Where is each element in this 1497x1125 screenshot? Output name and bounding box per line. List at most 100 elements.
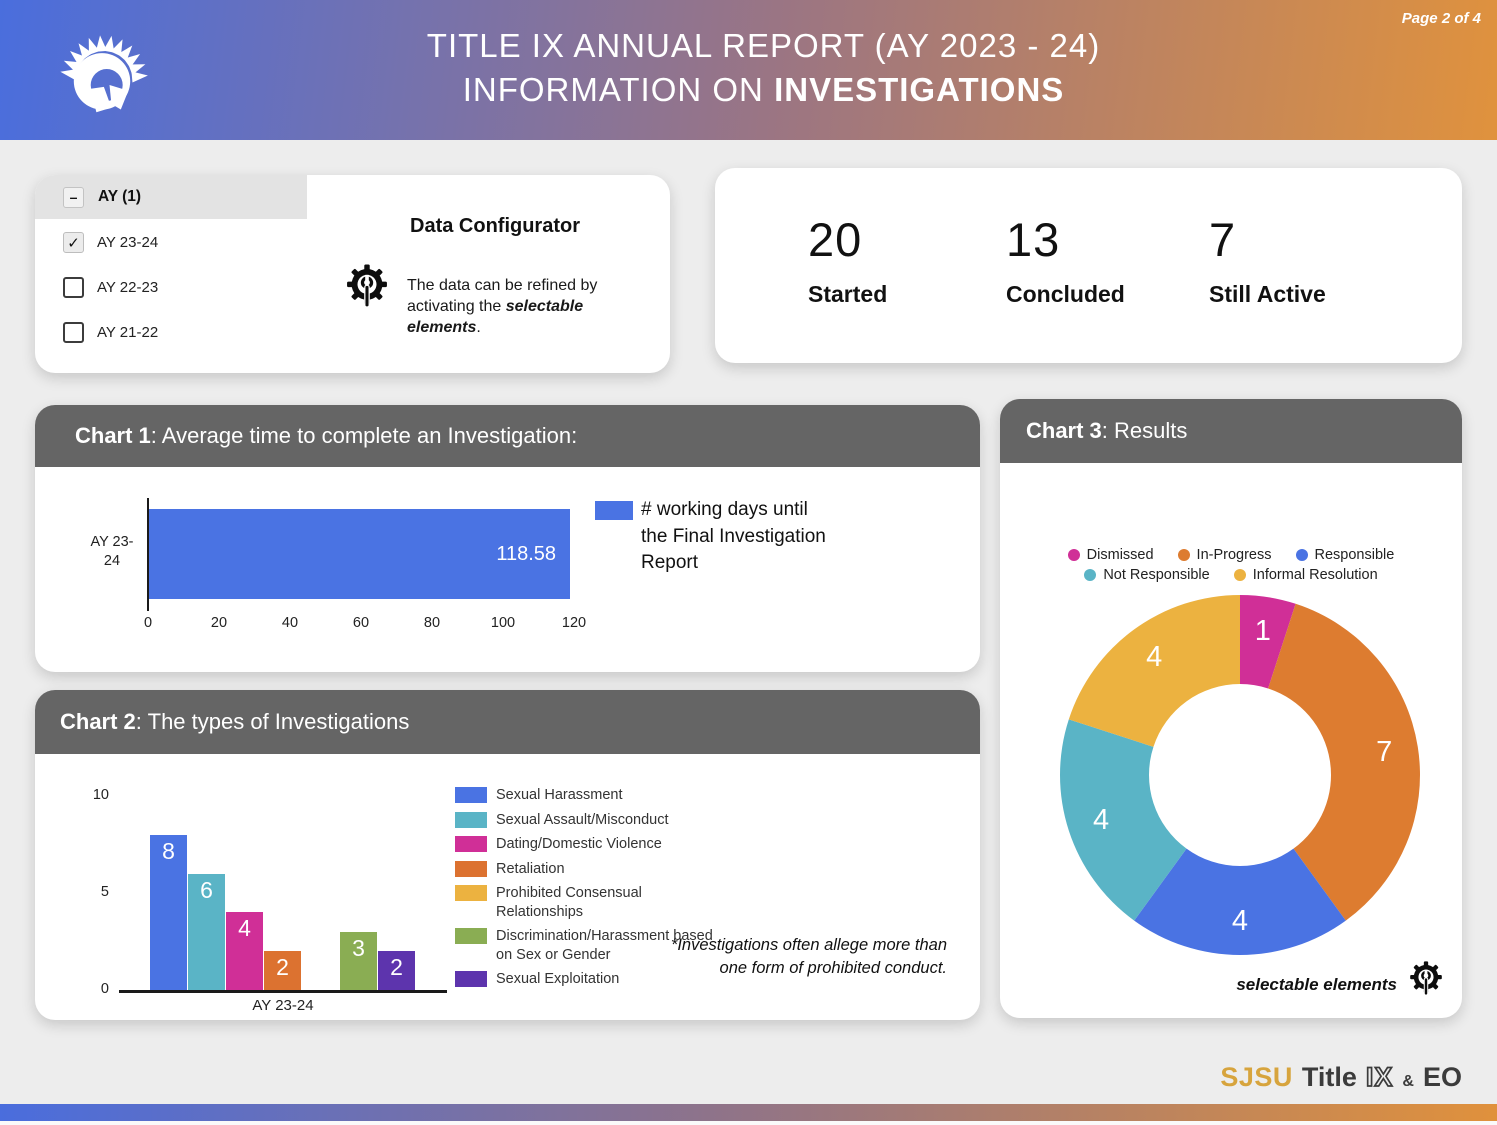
footer-logo: SJSU Title IX & EO bbox=[1220, 1061, 1462, 1093]
chart3-slice-label: 4 bbox=[1146, 641, 1162, 673]
chart2-x-axis-line bbox=[119, 990, 447, 993]
checkbox-ay-23-24[interactable]: ✓ bbox=[63, 232, 84, 253]
legend-label: Dismissed bbox=[1086, 547, 1154, 563]
chart3-slice-label: 7 bbox=[1376, 736, 1392, 768]
chart3-legend-item-informal-resolution: Informal Resolution bbox=[1233, 567, 1378, 583]
chart2-bar-value-label: 3 bbox=[352, 935, 365, 961]
legend-swatch bbox=[455, 885, 487, 902]
legend-label: Not Responsible bbox=[1103, 567, 1210, 583]
stat-concluded: 13 Concluded bbox=[1006, 212, 1125, 308]
chart2-y-tick: 10 bbox=[92, 787, 109, 803]
chart2-card: Chart 2: The types of Investigations AY … bbox=[35, 690, 980, 1020]
chart1-tick: 40 bbox=[281, 615, 299, 631]
footer-logo-ampersand: & bbox=[1402, 1073, 1414, 1090]
chart2-bar-sexual-exploitation[interactable]: 2 bbox=[378, 951, 415, 990]
filter-option-ay-21-22[interactable]: AY 21-22 bbox=[63, 322, 158, 343]
legend-dot bbox=[1084, 569, 1097, 581]
legend-swatch bbox=[455, 971, 487, 988]
data-configurator-description: The data can be refined by activating th… bbox=[407, 277, 598, 337]
gear-wrench-icon bbox=[345, 262, 389, 309]
chart3-legend-item-dismissed: Dismissed bbox=[1067, 547, 1154, 563]
stat-value: 13 bbox=[1006, 213, 1061, 266]
chart3-slice-label: 1 bbox=[1255, 615, 1271, 647]
chart3-slice-responsible[interactable] bbox=[1134, 848, 1346, 955]
chart2-bar-sexual-harassment[interactable]: 8 bbox=[150, 835, 187, 990]
footer-logo-eo: EO bbox=[1422, 1062, 1462, 1092]
chart3-slice-dismissed[interactable] bbox=[1240, 595, 1296, 689]
legend-label: Informal Resolution bbox=[1252, 567, 1378, 583]
filter-option-label: AY 23-24 bbox=[97, 234, 159, 251]
filter-options: ✓ AY 23-24 AY 22-23 AY 21-22 bbox=[63, 232, 158, 343]
chart3-legend-item-not-responsible: Not Responsible bbox=[1084, 567, 1210, 583]
chart2-footnote: *Investigations often allege more than o… bbox=[670, 936, 947, 978]
chart1-bar-value-label: 118.58 bbox=[496, 542, 556, 565]
stat-label: Started bbox=[808, 281, 888, 307]
report-title-line2: INFORMATION ON INVESTIGATIONS bbox=[462, 71, 1065, 108]
checkbox-ay-21-22[interactable] bbox=[63, 322, 84, 343]
chart1-legend-label: # working days until the Final Investiga… bbox=[641, 499, 826, 574]
checkbox-ay-22-23[interactable] bbox=[63, 277, 84, 298]
page-indicator: Page 2 of 4 bbox=[1401, 10, 1481, 27]
data-configurator-title: Data Configurator bbox=[410, 215, 580, 237]
legend-label: Discrimination/Harassment based on Sex o… bbox=[496, 928, 713, 963]
stat-value: 7 bbox=[1209, 213, 1237, 266]
sjsu-spartan-logo bbox=[60, 35, 148, 113]
chart1-x-ticks: 0 20 40 60 80 100 120 bbox=[35, 615, 980, 635]
chart3-slice-label: 4 bbox=[1093, 804, 1109, 836]
bottom-gradient-bar bbox=[0, 1104, 1497, 1121]
chart1-y-axis-line bbox=[147, 498, 149, 611]
chart2-legend-item-dating-domestic-violence: Dating/Domestic Violence bbox=[455, 835, 724, 854]
chart1-header: Chart 1: Average time to complete an Inv… bbox=[35, 405, 980, 467]
chart2-header: Chart 2: The types of Investigations bbox=[35, 690, 980, 754]
filter-option-ay-22-23[interactable]: AY 22-23 bbox=[63, 277, 158, 298]
chart2-legend-item-sexual-assault-misconduct: Sexual Assault/Misconduct bbox=[455, 811, 724, 830]
chart1-tick: 120 bbox=[561, 615, 587, 631]
legend-swatch bbox=[455, 787, 487, 803]
chart3-slice-not-responsible[interactable] bbox=[1060, 719, 1187, 921]
chart3-donut: 1 7 4 4 4 bbox=[1060, 595, 1420, 955]
chart3-legend-item-responsible: Responsible bbox=[1295, 547, 1395, 563]
legend-swatch bbox=[455, 928, 487, 945]
report-title-line1: TITLE IX ANNUAL REPORT (AY 2023 - 24) bbox=[426, 27, 1101, 64]
chart3-slice-label: 4 bbox=[1232, 905, 1248, 937]
chart2-bar-sexual-assault-misconduct[interactable]: 6 bbox=[188, 874, 225, 990]
chart2-bar-value-label: 2 bbox=[276, 954, 289, 980]
chart1-card: Chart 1: Average time to complete an Inv… bbox=[35, 405, 980, 672]
chart1-tick: 100 bbox=[490, 615, 516, 631]
chart1-category-label: AY 23-24 bbox=[90, 534, 134, 569]
legend-label: Retaliation bbox=[496, 860, 565, 877]
chart2-bar-discrimination-harassment-based-on-sex-or-gender[interactable]: 3 bbox=[340, 932, 377, 990]
chart1-tick: 60 bbox=[352, 615, 370, 631]
legend-label: Responsible bbox=[1314, 547, 1395, 563]
chart2-legend-item-sexual-exploitation: Sexual Exploitation bbox=[455, 970, 724, 989]
chart3-legend-item-in-progress: In-Progress bbox=[1177, 547, 1272, 563]
chart3-slice-in-progress[interactable] bbox=[1268, 603, 1420, 921]
chart3-card: Chart 3: Results Dismissed In-Progress Res… bbox=[1000, 399, 1462, 1018]
chart1-legend-swatch bbox=[595, 501, 633, 520]
ay-filter-header[interactable]: – AY (1) bbox=[35, 175, 307, 219]
legend-dot bbox=[1233, 569, 1246, 581]
legend-swatch bbox=[455, 811, 487, 828]
chart1-bar-working-days[interactable]: 118.58 bbox=[149, 509, 570, 599]
chart3-legend: Dismissed In-Progress Responsible Not Respo… bbox=[1014, 547, 1448, 583]
stat-label: Concluded bbox=[1006, 281, 1125, 307]
stat-label: Still Active bbox=[1209, 281, 1326, 307]
chart2-category-label: AY 23-24 bbox=[252, 997, 314, 1014]
select-all-checkbox[interactable]: – bbox=[63, 186, 84, 208]
legend-dot bbox=[1295, 549, 1308, 561]
chart2-bar-retaliation[interactable]: 2 bbox=[264, 951, 301, 990]
footer-logo-title: Title bbox=[1301, 1062, 1357, 1092]
legend-dot bbox=[1067, 549, 1080, 561]
chart2-bar-value-label: 2 bbox=[390, 954, 403, 980]
chart2-bar-dating-domestic-violence[interactable]: 4 bbox=[226, 912, 263, 990]
chart2-legend: Sexual Harassment Sexual Assault/Miscondu… bbox=[455, 786, 724, 989]
filter-option-label: AY 21-22 bbox=[97, 324, 159, 341]
chart1-tick: 80 bbox=[423, 615, 441, 631]
legend-label: Dating/Domestic Violence bbox=[496, 836, 662, 853]
chart3-slice-informal-resolution[interactable] bbox=[1068, 595, 1240, 747]
chart1-tick: 20 bbox=[210, 615, 228, 631]
filter-option-ay-23-24[interactable]: ✓ AY 23-24 bbox=[63, 232, 158, 253]
stats-wrap: 20 Started 13 Concluded 7 Still Active bbox=[715, 168, 1462, 363]
legend-label: Prohibited Consensual Relationships bbox=[496, 885, 642, 920]
